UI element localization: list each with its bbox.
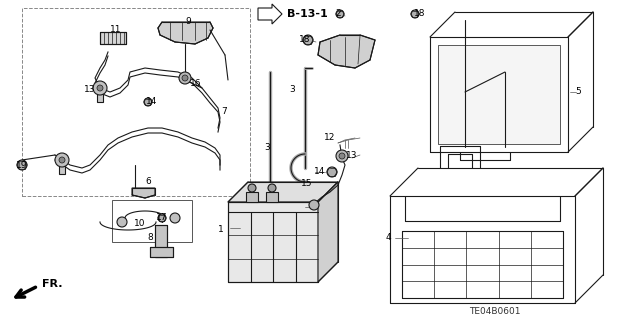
Circle shape: [327, 167, 337, 177]
Circle shape: [336, 150, 348, 162]
Text: 15: 15: [301, 179, 313, 188]
Circle shape: [411, 10, 419, 18]
Text: 13: 13: [84, 85, 96, 94]
Text: TE04B0601: TE04B0601: [469, 308, 521, 316]
Text: 1: 1: [218, 226, 224, 234]
Circle shape: [93, 81, 107, 95]
Text: 19: 19: [16, 160, 28, 169]
Text: 12: 12: [324, 133, 336, 143]
Polygon shape: [59, 160, 65, 174]
Text: 2: 2: [335, 10, 341, 19]
Circle shape: [158, 214, 166, 222]
Circle shape: [144, 98, 152, 106]
Text: 14: 14: [147, 98, 157, 107]
Polygon shape: [318, 35, 375, 68]
Circle shape: [248, 184, 256, 192]
Text: 7: 7: [221, 108, 227, 116]
Text: 3: 3: [289, 85, 295, 94]
Text: 17: 17: [156, 213, 168, 222]
Polygon shape: [150, 247, 173, 257]
Text: 10: 10: [134, 219, 146, 228]
Polygon shape: [228, 202, 318, 282]
Polygon shape: [100, 32, 126, 44]
Text: B-13-1: B-13-1: [287, 9, 328, 19]
Polygon shape: [258, 4, 282, 24]
Circle shape: [17, 160, 27, 170]
Circle shape: [182, 75, 188, 81]
Circle shape: [59, 157, 65, 163]
Text: 11: 11: [110, 26, 122, 34]
Text: 14: 14: [314, 167, 326, 176]
Bar: [22, 8, 250, 196]
Text: 6: 6: [145, 177, 151, 187]
Circle shape: [268, 184, 276, 192]
Polygon shape: [158, 22, 213, 44]
Text: 18: 18: [414, 10, 426, 19]
Polygon shape: [155, 225, 167, 257]
Circle shape: [117, 217, 127, 227]
Circle shape: [303, 35, 313, 45]
Text: 8: 8: [147, 234, 153, 242]
Text: 5: 5: [575, 87, 581, 97]
Text: 4: 4: [385, 234, 391, 242]
Circle shape: [336, 10, 344, 18]
Polygon shape: [266, 192, 278, 202]
Circle shape: [97, 85, 103, 91]
Polygon shape: [132, 188, 155, 198]
Text: 9: 9: [185, 18, 191, 26]
Text: 3: 3: [264, 144, 270, 152]
Polygon shape: [246, 192, 258, 202]
Bar: [438, 45, 560, 144]
Text: 18: 18: [300, 35, 311, 44]
Circle shape: [309, 200, 319, 210]
Circle shape: [179, 72, 191, 84]
Circle shape: [339, 153, 345, 159]
Bar: [112, 200, 192, 242]
Text: 13: 13: [346, 151, 358, 160]
Text: 16: 16: [190, 79, 202, 88]
Polygon shape: [228, 182, 338, 202]
Circle shape: [55, 153, 69, 167]
Circle shape: [170, 213, 180, 223]
Text: FR.: FR.: [42, 279, 63, 289]
Polygon shape: [318, 182, 338, 282]
Polygon shape: [97, 88, 103, 102]
